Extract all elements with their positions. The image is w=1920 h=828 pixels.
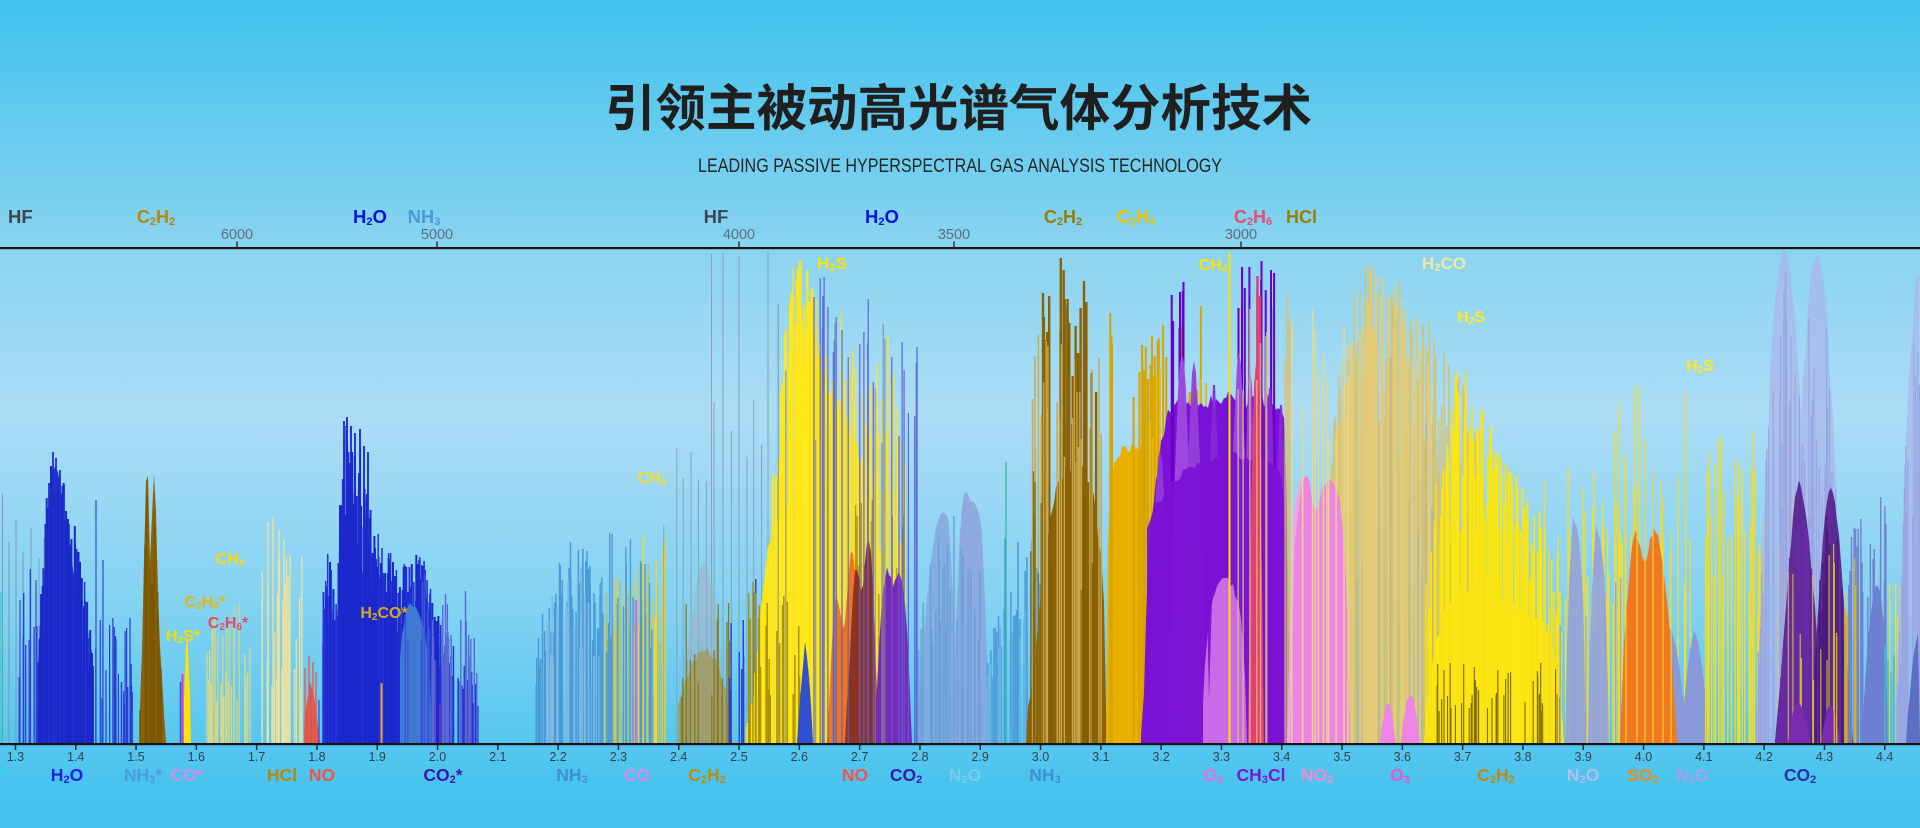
svg-text:3.6: 3.6	[1394, 750, 1411, 764]
svg-text:C2H4*: C2H4*	[185, 594, 226, 612]
svg-text:3.8: 3.8	[1514, 750, 1531, 764]
svg-text:2.1: 2.1	[489, 750, 506, 764]
svg-text:NH3*: NH3*	[124, 765, 162, 786]
svg-text:NH3: NH3	[408, 206, 441, 228]
svg-text:LEADING PASSIVE HYPERSPECTRAL: LEADING PASSIVE HYPERSPECTRAL GAS ANALYS…	[698, 155, 1222, 177]
svg-text:3.4: 3.4	[1273, 750, 1290, 764]
svg-text:3.5: 3.5	[1333, 750, 1350, 764]
svg-text:C2H2: C2H2	[1044, 207, 1082, 228]
svg-text:3500: 3500	[938, 227, 970, 243]
svg-text:3.0: 3.0	[1032, 750, 1049, 764]
svg-text:C2H2: C2H2	[1477, 765, 1515, 786]
svg-text:C2H6*: C2H6*	[208, 615, 249, 633]
svg-text:2.2: 2.2	[549, 750, 566, 764]
svg-text:CH4: CH4	[1199, 257, 1228, 275]
svg-text:2.5: 2.5	[730, 750, 747, 764]
svg-text:6000: 6000	[221, 227, 253, 243]
svg-text:CH4: CH4	[216, 551, 245, 569]
svg-text:3000: 3000	[1225, 227, 1257, 243]
svg-text:4.4: 4.4	[1876, 750, 1893, 764]
svg-text:1.8: 1.8	[308, 750, 325, 764]
svg-text:2.4: 2.4	[670, 750, 687, 764]
svg-text:CO2: CO2	[1784, 765, 1816, 786]
svg-text:NH3: NH3	[556, 765, 587, 786]
svg-text:H2CO*: H2CO*	[360, 605, 408, 623]
svg-text:C2H2: C2H2	[137, 207, 175, 228]
svg-text:C2H2: C2H2	[688, 765, 726, 786]
svg-text:4000: 4000	[723, 227, 755, 243]
svg-text:H2CO: H2CO	[1422, 254, 1466, 274]
svg-text:4.0: 4.0	[1635, 750, 1652, 764]
svg-text:HF: HF	[8, 206, 33, 227]
svg-text:CO2*: CO2*	[423, 765, 462, 786]
svg-text:2.0: 2.0	[429, 750, 446, 764]
svg-text:N2O: N2O	[949, 765, 981, 786]
svg-text:4.3: 4.3	[1816, 750, 1833, 764]
svg-text:CO*: CO*	[170, 765, 203, 785]
svg-text:1.5: 1.5	[127, 750, 144, 764]
svg-text:HCl: HCl	[1286, 207, 1317, 227]
svg-text:CO: CO	[624, 765, 650, 785]
svg-text:2.9: 2.9	[972, 750, 989, 764]
svg-text:H2O: H2O	[353, 206, 387, 228]
svg-text:SO2: SO2	[1627, 765, 1658, 786]
svg-text:H2O: H2O	[865, 206, 899, 228]
svg-text:C2H4: C2H4	[1117, 207, 1156, 228]
svg-text:H2S: H2S	[1457, 309, 1485, 327]
svg-text:C2H6: C2H6	[1234, 207, 1272, 228]
svg-text:1.9: 1.9	[369, 750, 386, 764]
svg-text:NO: NO	[842, 765, 868, 785]
svg-text:3.2: 3.2	[1152, 750, 1169, 764]
svg-text:2.6: 2.6	[791, 750, 808, 764]
svg-text:1.3: 1.3	[7, 750, 24, 764]
svg-text:CH3Cl: CH3Cl	[1237, 765, 1286, 786]
svg-text:H2S: H2S	[1686, 358, 1714, 376]
svg-text:N2O*: N2O*	[0, 765, 8, 786]
svg-text:1.6: 1.6	[188, 750, 205, 764]
svg-text:NO2: NO2	[1301, 765, 1333, 786]
svg-text:2.7: 2.7	[851, 750, 868, 764]
svg-text:3.3: 3.3	[1213, 750, 1230, 764]
svg-text:H2S*: H2S*	[166, 628, 201, 646]
svg-text:1.7: 1.7	[248, 750, 265, 764]
svg-text:CH4: CH4	[638, 470, 667, 488]
svg-text:5000: 5000	[421, 227, 453, 243]
svg-text:CO2: CO2	[890, 765, 922, 786]
svg-text:2.8: 2.8	[911, 750, 928, 764]
svg-text:HCl: HCl	[267, 765, 297, 785]
svg-text:2.3: 2.3	[610, 750, 627, 764]
svg-text:3.9: 3.9	[1575, 750, 1592, 764]
svg-text:4.1: 4.1	[1695, 750, 1712, 764]
svg-text:HF: HF	[704, 206, 729, 227]
svg-text:4.2: 4.2	[1755, 750, 1772, 764]
svg-text:H2O: H2O	[51, 765, 83, 786]
svg-text:N2O: N2O	[1676, 765, 1708, 786]
svg-text:N2O: N2O	[1567, 765, 1599, 786]
svg-text:NH3: NH3	[1029, 765, 1060, 786]
svg-text:H2S: H2S	[817, 254, 847, 274]
svg-text:3.7: 3.7	[1454, 750, 1471, 764]
svg-text:3.1: 3.1	[1092, 750, 1109, 764]
svg-text:NO: NO	[309, 765, 335, 785]
svg-text:1.4: 1.4	[67, 750, 84, 764]
